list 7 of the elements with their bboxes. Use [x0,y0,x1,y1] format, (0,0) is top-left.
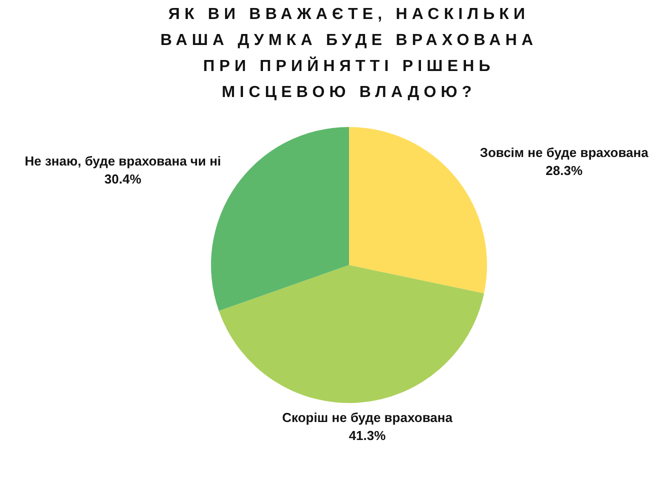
slice-label: Скоріш не буде врахована [282,410,454,426]
slice-label: Зовсім не буде врахована [480,144,650,160]
data-label: 28.3% [546,162,583,178]
data-label: 30.4% [104,171,142,186]
data-label: 41.3% [348,428,386,444]
chart-title: ЯК ВИ ВВАЖАЄТЕ, НАСКІЛЬКИ ВАША ДУМКА БУДЕ ВРАХОВАНА ПРИ ПРИЙНЯТТІ РІШЕНЬ МІСЦЕВОЮ ВЛАДОЮ? [159,5,539,103]
slice-label: Не знаю, буде врахована чи ні [24,153,222,168]
